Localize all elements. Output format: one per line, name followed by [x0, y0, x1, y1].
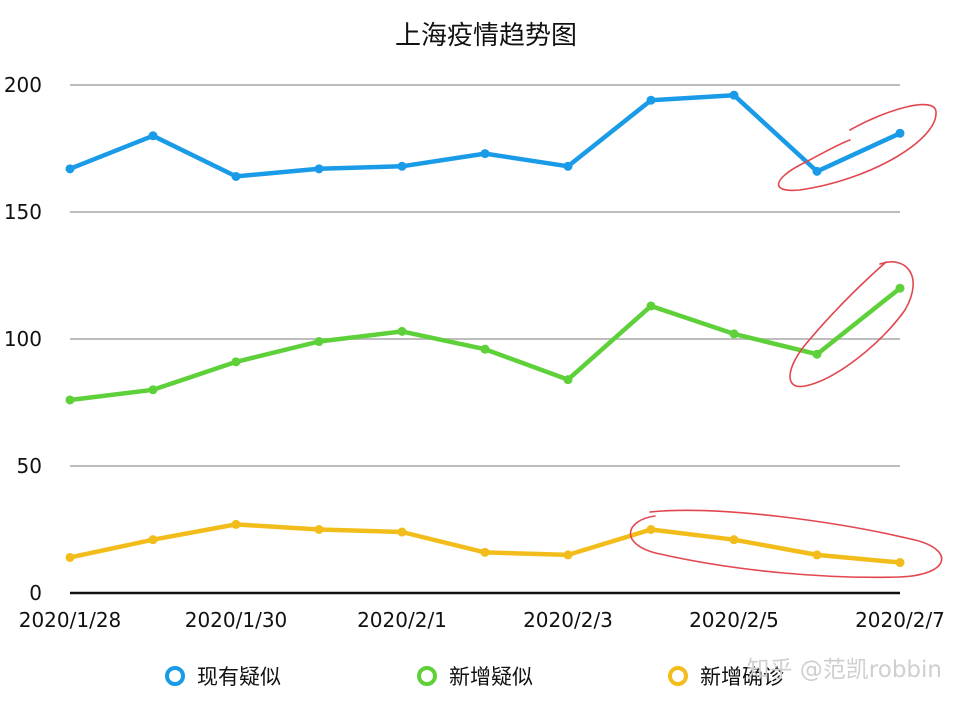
legend-marker-1 — [417, 666, 437, 686]
data-point-2-8 — [729, 535, 739, 545]
legend-label-2: 新增确诊 — [700, 665, 784, 689]
legend-marker-2 — [668, 666, 688, 686]
data-point-0-7 — [646, 95, 656, 105]
data-point-1-9 — [812, 349, 822, 359]
data-point-2-4 — [397, 527, 407, 537]
data-point-2-0 — [65, 552, 75, 562]
y-axis-tick-labels: 0 50 100 150 200 — [4, 73, 42, 605]
data-point-1-3 — [314, 337, 324, 347]
data-point-0-10 — [895, 128, 905, 138]
data-point-0-6 — [563, 161, 573, 171]
data-point-2-10 — [895, 558, 905, 568]
data-point-0-0 — [65, 164, 75, 174]
data-point-1-10 — [895, 283, 905, 293]
data-point-0-2 — [231, 171, 241, 181]
data-point-2-9 — [812, 550, 822, 560]
series-lines — [65, 90, 905, 568]
data-point-1-6 — [563, 375, 573, 385]
data-point-2-6 — [563, 550, 573, 560]
data-point-2-3 — [314, 525, 324, 534]
annotation-circle-1 — [789, 261, 914, 388]
x-tick-label-5: 2020/2/7 — [855, 608, 945, 632]
annotation-circle-2 — [629, 509, 943, 579]
data-point-2-2 — [231, 519, 241, 529]
data-point-0-9 — [812, 166, 822, 176]
data-point-2-5 — [480, 547, 490, 557]
series-line-0 — [67, 92, 903, 179]
x-tick-label-1: 2020/1/30 — [185, 608, 288, 632]
series-1 — [65, 283, 905, 405]
chart-title: 上海疫情趋势图 — [395, 21, 577, 51]
legend-label-1: 新增疑似 — [449, 665, 533, 689]
y-tick-label-0: 0 — [29, 581, 42, 605]
x-axis: 2020/1/28 2020/1/30 2020/2/1 2020/2/3 2020/2… — [19, 591, 945, 632]
legend-label-0: 现有疑似 — [197, 665, 281, 689]
x-tick-label-0: 2020/1/28 — [19, 608, 122, 632]
legend-marker-0 — [165, 666, 185, 686]
y-tick-label-50: 50 — [17, 454, 42, 478]
data-point-1-4 — [397, 326, 407, 336]
legend: 现有疑似 新增疑似 新增确诊 — [165, 665, 784, 689]
data-point-0-5 — [480, 149, 490, 159]
x-tick-label-3: 2020/2/3 — [523, 608, 613, 632]
series-0 — [65, 90, 905, 181]
gridlines — [70, 84, 900, 467]
hand-drawn-annotations — [629, 103, 943, 579]
y-tick-label-150: 150 — [4, 200, 42, 224]
annotation-circle-0 — [777, 103, 937, 192]
x-tick-label-4: 2020/2/5 — [689, 608, 779, 632]
series-line-1 — [67, 285, 903, 403]
data-point-0-8 — [729, 90, 739, 100]
y-tick-label-100: 100 — [4, 327, 42, 351]
y-tick-label-200: 200 — [4, 73, 42, 97]
data-point-1-0 — [65, 395, 75, 405]
data-point-0-3 — [314, 164, 324, 174]
data-point-1-7 — [646, 301, 656, 311]
data-point-0-1 — [148, 131, 158, 141]
data-point-1-8 — [729, 329, 739, 339]
watermark-text: 知乎 @范凯robbin — [747, 657, 943, 683]
data-point-1-5 — [480, 344, 490, 354]
x-tick-label-2: 2020/2/1 — [357, 608, 447, 632]
data-point-2-7 — [646, 525, 656, 534]
data-point-2-1 — [148, 535, 158, 545]
series-2 — [65, 519, 905, 568]
data-point-1-2 — [231, 357, 241, 367]
data-point-1-1 — [148, 385, 158, 395]
data-point-0-4 — [397, 161, 407, 171]
